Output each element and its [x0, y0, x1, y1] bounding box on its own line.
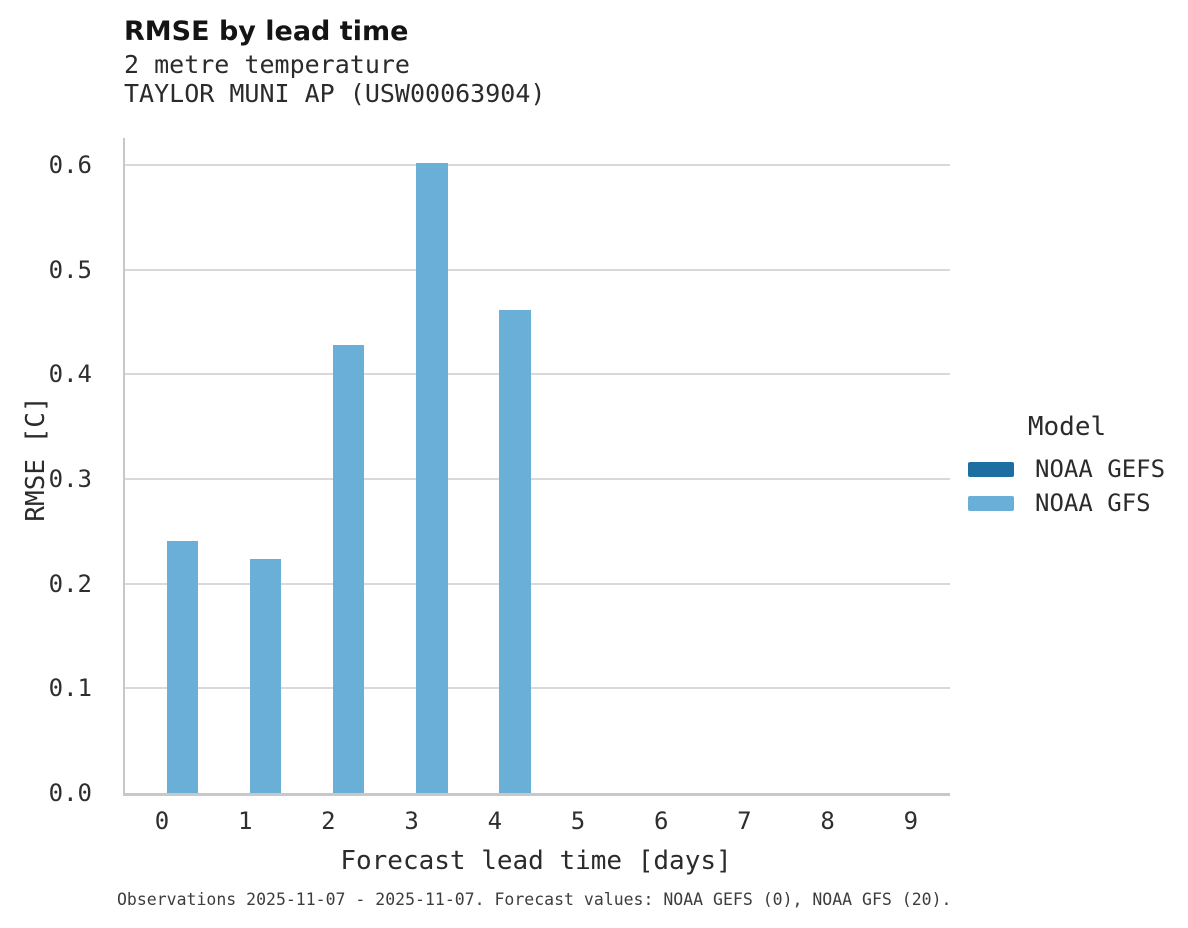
x-tick-label-7: 7: [737, 807, 752, 835]
gridline-y-0.5: [125, 268, 950, 271]
x-tick-label-4: 4: [487, 807, 503, 835]
y-tick-label-0.2: 0.2: [48, 569, 92, 598]
bar-noaa-gfs-lead-0: [166, 540, 198, 793]
gridline-y-0.3: [125, 478, 950, 481]
x-tick-label-3: 3: [404, 807, 419, 835]
legend-label-noaa-gfs: NOAA GFS: [1035, 489, 1151, 517]
x-tick-label-2: 2: [321, 807, 336, 835]
legend-swatch-noaa-gefs-icon: [968, 461, 1014, 477]
bar-noaa-gfs-lead-4: [499, 309, 531, 793]
x-tick-label-0: 0: [154, 807, 170, 835]
chart-subtitle-station: TAYLOR MUNI AP (USW00063904): [124, 79, 546, 108]
chart-title: RMSE by lead time: [124, 16, 409, 47]
bar-noaa-gfs-lead-1: [249, 558, 282, 793]
legend: Model NOAA GEFS NOAA GFS: [968, 412, 1178, 520]
legend-label-noaa-gefs: NOAA GEFS: [1035, 455, 1166, 483]
x-tick-label-9: 9: [903, 807, 919, 835]
legend-swatch-noaa-gfs-icon: [968, 495, 1014, 511]
legend-entry-noaa-gefs: NOAA GEFS: [968, 452, 1178, 486]
x-tick-label-5: 5: [570, 807, 586, 835]
bar-noaa-gfs-lead-3: [416, 163, 448, 793]
x-axis-label: Forecast lead time [days]: [340, 846, 732, 876]
y-tick-label-0.5: 0.5: [48, 255, 92, 284]
bar-noaa-gfs-lead-2: [333, 345, 365, 793]
y-axis-label: RMSE [C]: [21, 396, 51, 522]
y-tick-label-0.0: 0.0: [48, 779, 92, 807]
legend-title: Model: [1027, 412, 1107, 442]
gridline-y-0.4: [125, 373, 950, 376]
y-tick-label-0.3: 0.3: [48, 465, 92, 494]
x-tick-label-6: 6: [653, 807, 669, 835]
gridline-y-0.2: [125, 582, 950, 585]
y-tick-label-0.1: 0.1: [48, 674, 92, 703]
y-tick-label-0.4: 0.4: [48, 360, 92, 389]
chart-subtitle-variable: 2 metre temperature: [124, 50, 410, 79]
x-tick-label-8: 8: [820, 807, 835, 835]
plot-area: [123, 138, 950, 796]
gridline-y-0.1: [125, 687, 950, 690]
gridline-y-0.6: [125, 164, 950, 167]
chart-caption: Observations 2025-11-07 - 2025-11-07. Fo…: [117, 890, 952, 909]
legend-entry-noaa-gfs: NOAA GFS: [968, 486, 1178, 520]
y-tick-label-0.6: 0.6: [48, 151, 92, 180]
x-tick-label-1: 1: [237, 807, 253, 835]
